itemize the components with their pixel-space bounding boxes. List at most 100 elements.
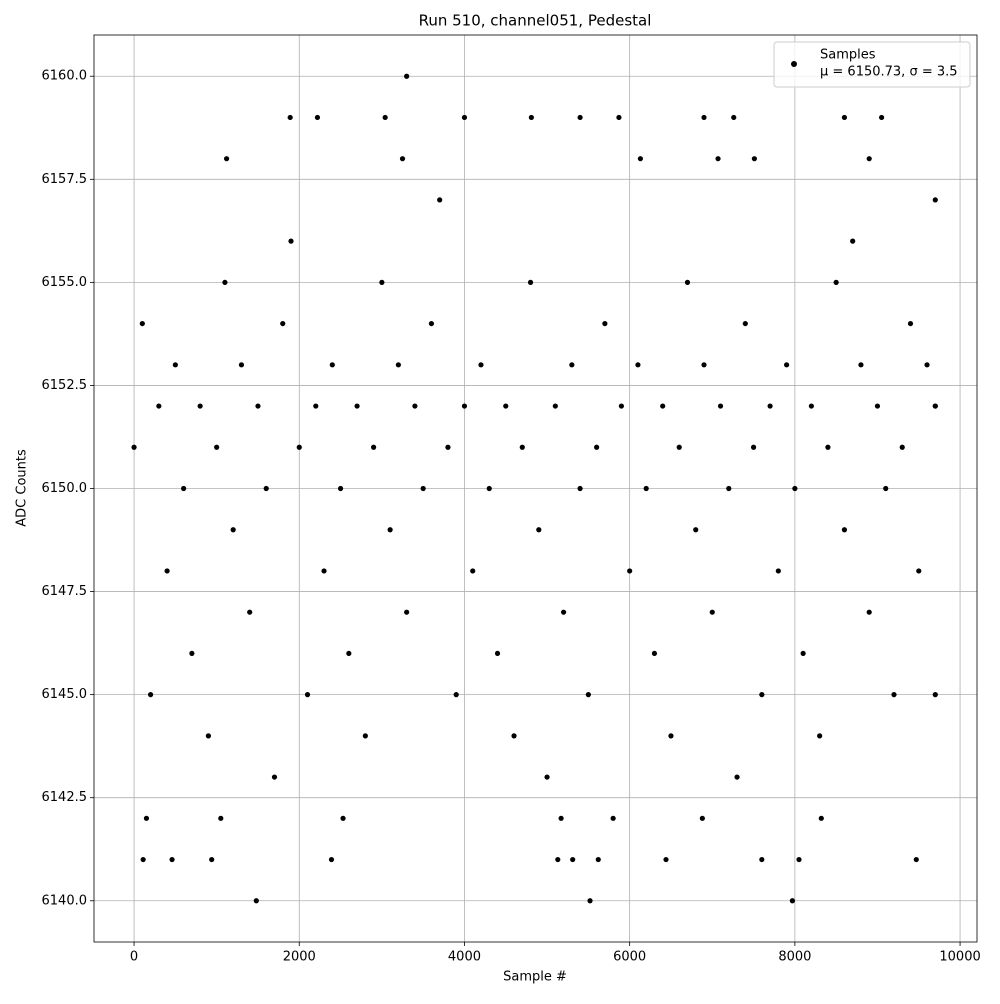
data-point [139, 320, 145, 327]
data-point [337, 485, 344, 492]
data-point [544, 774, 550, 780]
data-point [445, 444, 451, 450]
data-point [255, 403, 261, 409]
data-point [197, 403, 203, 409]
data-point [527, 279, 534, 285]
data-point [800, 650, 806, 657]
data-point [734, 774, 740, 780]
data-point [404, 73, 410, 79]
data-point [899, 444, 905, 450]
data-point [313, 403, 319, 409]
data-point [569, 362, 575, 368]
data-point [404, 609, 410, 615]
data-point [932, 197, 938, 203]
data-point [494, 650, 501, 657]
data-point [627, 568, 633, 574]
data-point [643, 485, 649, 492]
data-point [189, 650, 195, 657]
data-point [693, 527, 699, 533]
data-point [825, 444, 831, 450]
legend-marker [791, 61, 797, 67]
data-point [742, 320, 748, 327]
y-tick-label: 6155.0 [42, 275, 88, 290]
data-point [222, 279, 228, 285]
data-point [218, 815, 224, 821]
data-point [461, 114, 468, 121]
data-point [932, 403, 938, 409]
data-point [751, 156, 757, 162]
data-point [660, 403, 666, 409]
data-point [519, 444, 525, 450]
data-point [143, 815, 150, 821]
data-point [796, 856, 802, 863]
data-point [379, 279, 385, 285]
data-point [818, 815, 824, 821]
data-point [651, 650, 658, 657]
data-point [558, 815, 564, 821]
data-point [618, 403, 625, 409]
data-point [883, 485, 889, 492]
data-point [602, 320, 608, 327]
data-point [610, 815, 616, 821]
data-point [536, 527, 542, 533]
data-point [230, 527, 236, 533]
data-point [759, 692, 765, 698]
data-point [726, 485, 732, 492]
data-point [767, 403, 773, 409]
y-axis-label: ADC Counts [15, 449, 30, 527]
data-point [701, 362, 707, 368]
data-point [131, 444, 137, 450]
data-point [340, 815, 346, 821]
x-tick-label: 4000 [448, 950, 481, 965]
y-tick-label: 6140.0 [42, 893, 88, 908]
data-point [164, 568, 170, 574]
data-point [362, 733, 368, 739]
data-point [560, 609, 567, 615]
data-point [717, 403, 724, 409]
data-point [594, 444, 600, 450]
data-point [205, 733, 212, 739]
data-point [271, 774, 278, 780]
data-point [420, 485, 426, 492]
legend: Samples μ = 6150.73, σ = 3.5 [773, 41, 971, 88]
y-tick-label: 6160.0 [42, 69, 88, 84]
x-tick-label: 6000 [613, 950, 646, 965]
data-point [503, 403, 509, 409]
data-point [577, 114, 583, 121]
data-point [858, 362, 864, 368]
data-point [486, 485, 492, 492]
data-point [253, 898, 259, 904]
x-tick-label: 2000 [283, 950, 316, 965]
data-point [841, 114, 848, 121]
data-point [841, 527, 848, 533]
data-point [866, 609, 872, 615]
data-point [668, 733, 674, 739]
y-tick-label: 6147.5 [42, 584, 88, 599]
data-point [511, 733, 517, 739]
data-point [214, 444, 220, 450]
data-point [453, 692, 459, 698]
data-point [181, 485, 187, 492]
data-point [156, 403, 162, 409]
data-point [371, 444, 377, 450]
data-point [635, 362, 641, 368]
data-point [288, 238, 294, 244]
data-point [169, 856, 175, 863]
data-point [924, 362, 930, 368]
data-point [328, 856, 335, 863]
y-tick-label: 6142.5 [42, 790, 88, 805]
data-point [287, 114, 293, 121]
data-point [676, 444, 682, 450]
data-point [701, 114, 707, 121]
data-point [907, 320, 914, 327]
data-point [552, 403, 558, 409]
data-point [784, 362, 790, 368]
data-point [684, 279, 691, 285]
data-point [817, 733, 823, 739]
data-point [891, 692, 897, 698]
data-point [387, 527, 393, 533]
data-point [595, 856, 601, 863]
data-point [731, 114, 737, 121]
